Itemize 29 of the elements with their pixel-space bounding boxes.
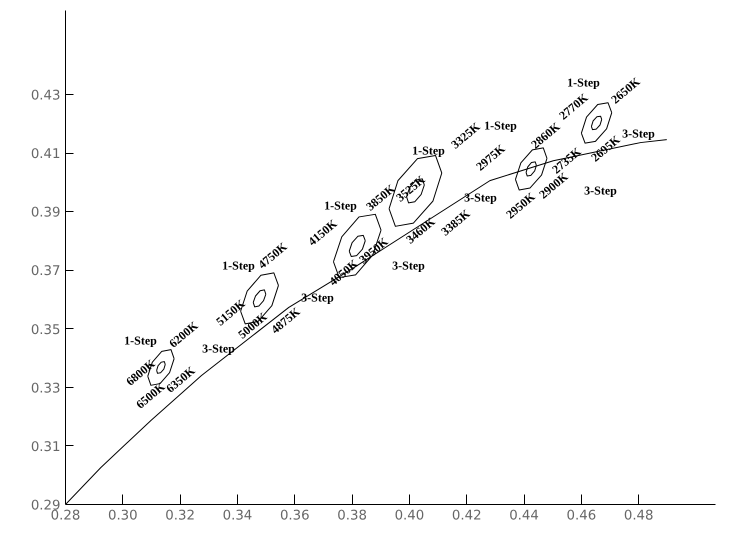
annotation: 3-Step [584,184,618,198]
annotation: 1-Step [324,198,358,212]
x-tick-label: 0.30 [108,508,138,524]
annotation: 3-Step [392,258,426,272]
y-tick-label: 0.33 [30,381,61,396]
x-tick-label: 0.46 [566,508,596,524]
x-tick-label: 0.44 [509,508,539,524]
y-tick-label: 0.43 [30,88,61,104]
annotation: 3-Step [622,126,656,140]
annotation: 3-Step [464,190,498,204]
annotation: 1-Step [412,144,446,158]
annotation: 1-Step [484,118,518,132]
annotation: 1-Step [567,76,600,90]
y-tick-label: 0.39 [30,206,61,221]
x-tick-label: 0.34 [222,508,252,524]
y-tick-label: 0.41 [30,147,61,162]
x-tick-label: 0.42 [452,508,482,524]
y-tick-label: 0.35 [30,322,61,338]
x-tick-label: 0.40 [394,508,424,524]
x-tick-label: 0.38 [337,508,367,524]
x-tick-label: 0.36 [280,508,310,524]
y-tick-label: 0.31 [30,440,61,455]
annotation: 3-Step [202,342,236,356]
y-tick-label: 0.37 [30,264,61,280]
annotation: 1-Step [222,258,256,272]
x-tick-label: 0.32 [165,508,195,524]
annotation: 1-Step [124,334,158,348]
x-tick-label: 0.48 [624,508,654,524]
annotation: 3-Step [301,290,334,304]
